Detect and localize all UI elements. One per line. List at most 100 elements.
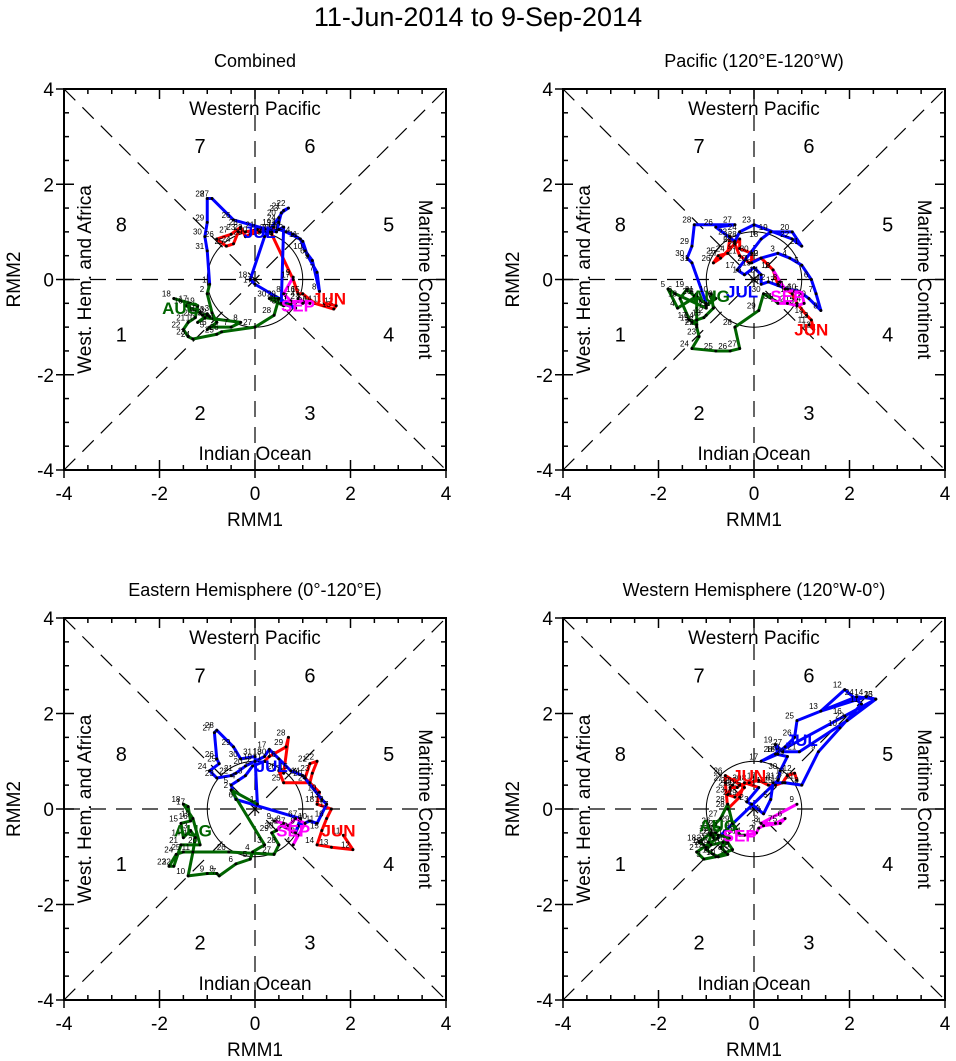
day-label: 14	[854, 688, 863, 697]
day-marker	[733, 239, 737, 243]
y-tick-label: 4	[542, 609, 553, 630]
day-label: 23	[716, 786, 725, 795]
day-marker	[234, 797, 238, 801]
phase-label-1: 1	[116, 854, 127, 876]
day-marker	[726, 807, 730, 811]
day-label: 17	[699, 824, 708, 833]
day-label: 29	[728, 240, 737, 249]
day-marker	[816, 750, 820, 754]
day-marker	[726, 840, 730, 844]
day-label: 11	[289, 230, 298, 239]
day-marker	[762, 812, 766, 816]
day-marker	[795, 301, 799, 305]
day-marker	[229, 788, 233, 792]
day-marker	[282, 771, 286, 775]
day-marker	[766, 783, 770, 787]
day-label: 22	[699, 826, 708, 835]
day-label: 10	[828, 719, 837, 728]
day-marker	[315, 843, 319, 847]
x-tick-label: 2	[844, 1014, 855, 1035]
day-marker	[296, 292, 300, 296]
day-label: 9	[801, 290, 806, 299]
day-label: 16	[179, 812, 188, 821]
day-label: 24	[198, 762, 207, 771]
day-label: 26	[210, 323, 219, 332]
day-marker	[695, 325, 699, 329]
phase-label-1: 1	[615, 854, 626, 876]
day-label: 7	[281, 817, 286, 826]
day-marker	[277, 216, 281, 220]
day-label: 19	[759, 223, 768, 232]
day-marker	[263, 235, 267, 239]
day-marker	[809, 278, 813, 281]
day-marker	[733, 242, 737, 246]
day-label: 9	[286, 268, 291, 277]
y-tick-label: 4	[542, 80, 553, 101]
y-tick-label: 2	[542, 705, 553, 726]
day-marker	[752, 266, 756, 270]
x-tick-label: 4	[940, 1014, 951, 1035]
day-label: 2	[689, 843, 694, 852]
day-marker	[267, 754, 271, 758]
day-marker	[719, 256, 723, 260]
day-label: 8	[312, 282, 317, 291]
y-tick-label: 0	[542, 271, 553, 292]
day-label: 23	[718, 228, 727, 237]
day-marker	[243, 774, 247, 778]
phase-label-3: 3	[803, 403, 814, 425]
day-marker	[795, 719, 799, 723]
day-marker	[243, 235, 247, 239]
day-marker	[800, 263, 804, 267]
day-label: 28	[716, 800, 725, 809]
day-label: 17	[281, 271, 290, 280]
region-label-bottom: Indian Ocean	[697, 974, 810, 995]
day-label: 29	[680, 237, 689, 246]
phase-label-8: 8	[615, 744, 626, 766]
day-label: 24	[267, 213, 276, 222]
day-marker	[783, 781, 787, 785]
x-tick-label: -2	[151, 484, 168, 505]
day-marker	[255, 227, 259, 231]
day-marker	[270, 831, 274, 835]
day-marker	[759, 821, 763, 825]
day-marker	[731, 783, 735, 787]
region-label-left: West. Hem. and Africa	[75, 714, 96, 903]
day-marker	[243, 764, 247, 768]
day-marker	[797, 750, 801, 754]
region-label-right: Maritime Continent	[913, 729, 934, 889]
panel-title: Eastern Hemisphere (0°-120°E)	[128, 580, 382, 600]
day-marker	[771, 781, 775, 785]
day-label: 6	[288, 810, 293, 819]
day-marker	[267, 297, 271, 301]
day-marker	[738, 783, 742, 787]
day-label: 11	[306, 814, 315, 823]
day-label: 19	[692, 836, 701, 845]
day-label: 22	[723, 235, 732, 244]
day-marker	[773, 752, 777, 756]
x-tick-label: 2	[345, 484, 356, 505]
day-label: 5	[224, 776, 229, 785]
x-tick-label: -4	[555, 484, 572, 505]
day-marker	[189, 828, 193, 832]
day-label: 24	[222, 235, 231, 244]
region-label-left: West. Hem. and Africa	[574, 185, 595, 374]
day-marker	[267, 747, 271, 751]
day-marker	[301, 774, 305, 778]
day-marker	[205, 292, 209, 296]
day-marker	[845, 719, 849, 723]
day-marker	[215, 757, 219, 761]
day-marker	[666, 287, 670, 291]
day-marker	[205, 197, 209, 201]
region-label-bottom: Indian Ocean	[198, 974, 311, 995]
day-label: 5	[773, 814, 778, 823]
day-marker	[726, 852, 730, 856]
day-label: 20	[780, 223, 789, 232]
day-marker	[179, 821, 183, 825]
day-marker	[688, 318, 692, 322]
day-marker	[217, 874, 221, 878]
day-label: 5	[763, 790, 768, 799]
day-label: 7	[778, 280, 783, 289]
day-marker	[742, 833, 746, 837]
day-marker	[253, 282, 257, 286]
day-marker	[248, 857, 252, 861]
